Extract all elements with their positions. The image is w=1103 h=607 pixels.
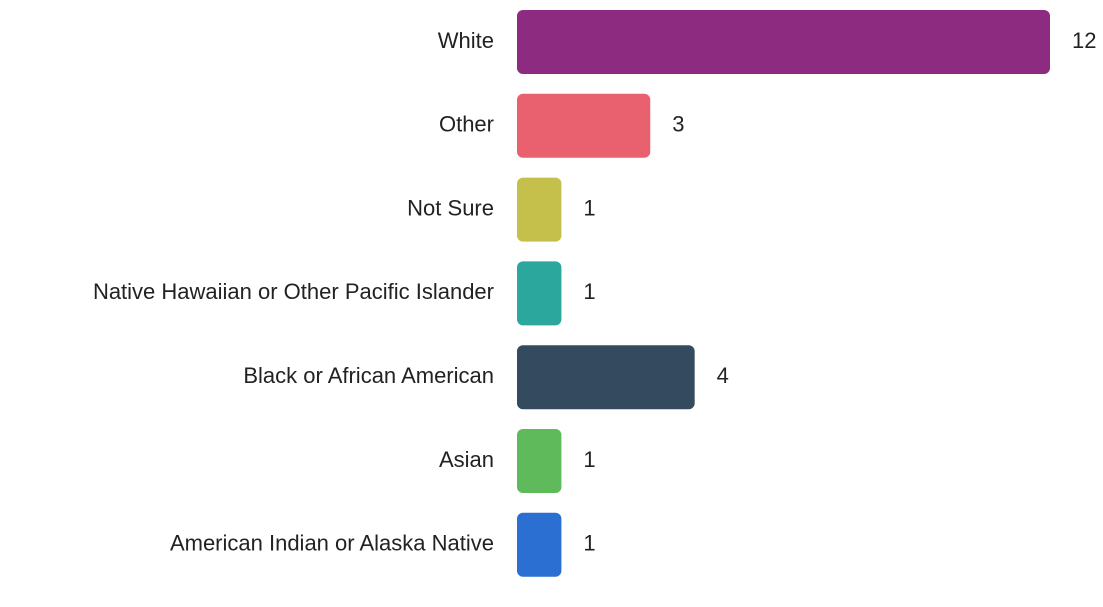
category-label: Not Sure — [407, 195, 494, 220]
value-label: 1 — [583, 531, 595, 556]
category-label: Native Hawaiian or Other Pacific Islande… — [93, 279, 494, 304]
value-label: 1 — [583, 279, 595, 304]
bar — [517, 345, 695, 410]
bar — [517, 261, 562, 326]
bar — [517, 93, 651, 158]
value-label: 3 — [672, 112, 684, 137]
bar — [517, 429, 562, 493]
category-label: Asian — [439, 447, 494, 472]
bar — [517, 10, 1050, 74]
category-label: Other — [439, 112, 494, 137]
value-label: 4 — [717, 363, 729, 388]
category-label: Black or African American — [243, 363, 494, 388]
category-label: White — [438, 28, 494, 53]
value-label: 1 — [583, 447, 595, 472]
bar — [517, 177, 562, 242]
category-label: American Indian or Alaska Native — [170, 531, 494, 556]
value-label: 12 — [1072, 28, 1096, 53]
value-label: 1 — [583, 195, 595, 220]
bar — [517, 512, 562, 577]
